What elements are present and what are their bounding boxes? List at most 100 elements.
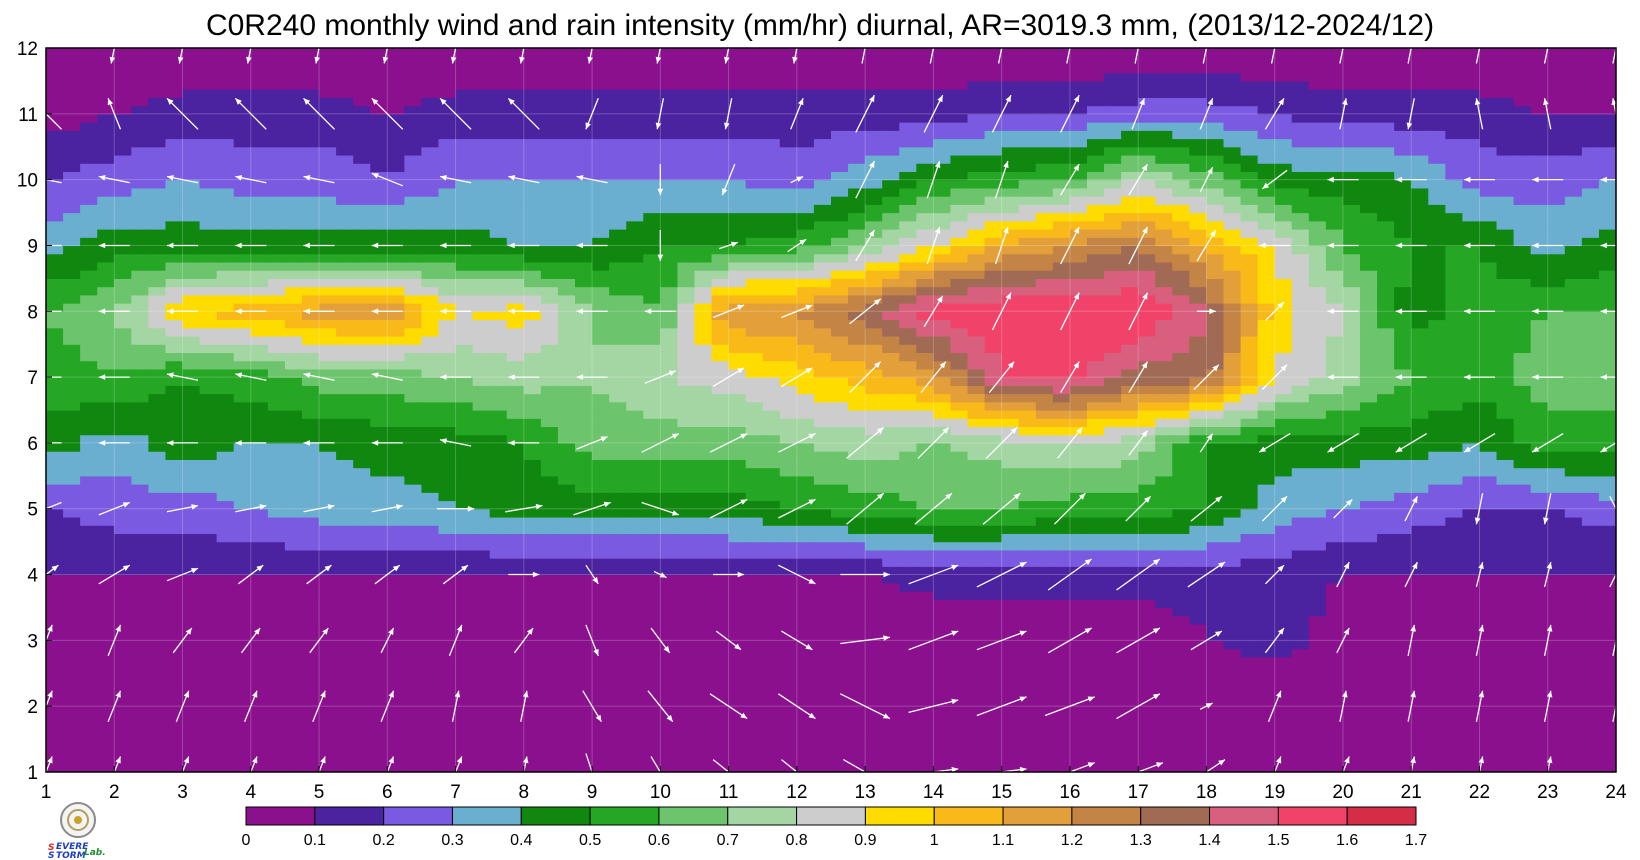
intensity-cell bbox=[523, 722, 542, 732]
intensity-cell bbox=[319, 237, 337, 247]
intensity-cell bbox=[933, 722, 952, 732]
intensity-cell bbox=[438, 492, 457, 502]
intensity-cell bbox=[131, 566, 149, 576]
intensity-cell bbox=[370, 385, 388, 395]
intensity-cell bbox=[97, 80, 115, 90]
intensity-cell bbox=[267, 525, 286, 535]
intensity-cell bbox=[80, 706, 98, 716]
intensity-cell bbox=[370, 220, 388, 230]
intensity-cell bbox=[267, 385, 286, 395]
intensity-cell bbox=[131, 706, 149, 716]
intensity-cell bbox=[387, 97, 405, 107]
intensity-cell bbox=[319, 72, 337, 82]
intensity-cell bbox=[848, 56, 866, 66]
intensity-cell bbox=[779, 171, 798, 181]
intensity-cell bbox=[694, 368, 713, 378]
intensity-cell bbox=[165, 80, 184, 90]
intensity-cell bbox=[438, 648, 457, 658]
intensity-cell bbox=[643, 755, 661, 765]
intensity-cell bbox=[370, 377, 388, 386]
intensity-cell bbox=[575, 171, 593, 181]
intensity-cell bbox=[353, 113, 371, 123]
intensity-cell bbox=[114, 72, 132, 82]
intensity-cell bbox=[63, 220, 81, 230]
intensity-cell bbox=[831, 755, 849, 765]
intensity-cell bbox=[694, 138, 713, 148]
intensity-cell bbox=[967, 245, 986, 255]
intensity-cell bbox=[199, 163, 218, 173]
intensity-cell bbox=[950, 484, 969, 493]
intensity-cell bbox=[813, 607, 832, 617]
intensity-cell bbox=[182, 237, 201, 247]
intensity-cell bbox=[540, 673, 559, 683]
intensity-cell bbox=[455, 549, 474, 559]
intensity-cell bbox=[677, 352, 696, 362]
intensity-cell bbox=[711, 689, 730, 699]
intensity-cell bbox=[523, 574, 542, 584]
intensity-cell bbox=[694, 475, 713, 485]
intensity-cell bbox=[677, 648, 696, 658]
intensity-cell bbox=[165, 722, 184, 732]
intensity-cell bbox=[199, 607, 218, 617]
intensity-cell bbox=[796, 385, 815, 395]
intensity-cell bbox=[114, 105, 132, 115]
intensity-cell bbox=[131, 697, 149, 707]
intensity-cell bbox=[728, 286, 747, 296]
intensity-cell bbox=[660, 401, 679, 411]
intensity-cell bbox=[643, 220, 661, 230]
intensity-cell bbox=[131, 163, 149, 173]
intensity-cell bbox=[540, 582, 559, 592]
intensity-cell bbox=[916, 681, 934, 691]
intensity-cell bbox=[540, 327, 559, 337]
intensity-cell bbox=[762, 130, 781, 140]
intensity-cell bbox=[319, 229, 337, 238]
intensity-cell bbox=[370, 665, 388, 674]
intensity-cell bbox=[353, 56, 371, 66]
intensity-cell bbox=[404, 327, 423, 337]
intensity-cell bbox=[114, 344, 132, 354]
intensity-cell bbox=[865, 138, 883, 148]
intensity-cell bbox=[114, 442, 132, 452]
intensity-cell bbox=[984, 303, 1003, 312]
intensity-cell bbox=[250, 171, 269, 181]
intensity-cell bbox=[46, 187, 64, 197]
intensity-cell bbox=[165, 401, 184, 411]
intensity-cell bbox=[865, 171, 883, 181]
intensity-cell bbox=[404, 56, 423, 66]
intensity-cell bbox=[540, 368, 559, 378]
intensity-cell bbox=[46, 278, 64, 288]
intensity-cell bbox=[506, 130, 525, 140]
intensity-cell bbox=[438, 697, 457, 707]
intensity-cell bbox=[933, 253, 952, 263]
intensity-cell bbox=[250, 508, 269, 518]
intensity-cell bbox=[592, 56, 610, 66]
intensity-cell bbox=[336, 245, 354, 255]
intensity-cell bbox=[882, 574, 900, 584]
intensity-cell bbox=[967, 591, 986, 600]
intensity-cell bbox=[592, 385, 610, 395]
intensity-cell bbox=[182, 270, 201, 279]
intensity-cell bbox=[489, 722, 508, 732]
intensity-cell bbox=[762, 377, 781, 386]
intensity-cell bbox=[182, 582, 201, 592]
intensity-cell bbox=[660, 673, 679, 683]
intensity-cell bbox=[643, 138, 661, 148]
intensity-cell bbox=[250, 549, 269, 559]
intensity-cell bbox=[967, 171, 986, 181]
intensity-cell bbox=[848, 48, 866, 57]
intensity-cell bbox=[779, 730, 798, 740]
intensity-cell bbox=[46, 410, 64, 419]
intensity-cell bbox=[284, 665, 303, 674]
intensity-cell bbox=[745, 229, 764, 238]
intensity-cell bbox=[865, 459, 883, 469]
intensity-cell bbox=[711, 681, 730, 691]
intensity-cell bbox=[489, 48, 508, 57]
intensity-cell bbox=[779, 204, 798, 214]
intensity-cell bbox=[865, 508, 883, 518]
intensity-cell bbox=[609, 113, 627, 123]
intensity-cell bbox=[677, 459, 696, 469]
intensity-cell bbox=[404, 508, 423, 518]
intensity-cell bbox=[182, 319, 201, 329]
intensity-cell bbox=[711, 270, 730, 279]
intensity-cell bbox=[882, 311, 900, 321]
